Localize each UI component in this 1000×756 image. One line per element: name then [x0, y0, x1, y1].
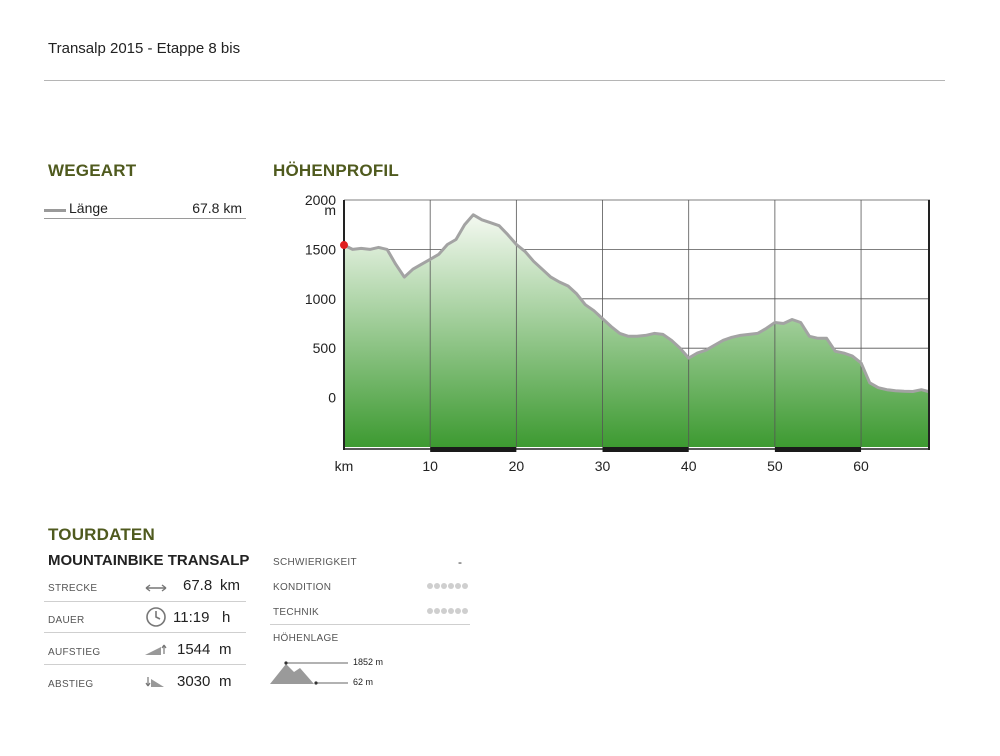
- y-tick-label: 2000: [305, 192, 336, 208]
- page-title: Transalp 2015 - Etappe 8 bis: [48, 40, 241, 57]
- stat-row-dauer: DAUER 11:19 h: [44, 602, 246, 633]
- stat-label: DAUER: [48, 615, 85, 626]
- legend-value: 67.8 km: [192, 200, 242, 216]
- technik-rating: [427, 608, 468, 616]
- stat-value: 3030: [177, 673, 211, 690]
- elevation-area: [344, 214, 929, 447]
- top-divider: [44, 80, 945, 81]
- stat-label: STRECKE: [48, 583, 98, 594]
- clock-icon: [144, 606, 168, 627]
- rating-dot: [462, 583, 468, 589]
- rating-dot: [455, 608, 461, 614]
- stat-label: ABSTIEG: [48, 679, 94, 690]
- rating-dot: [427, 583, 433, 589]
- detail-label: KONDITION: [273, 582, 332, 593]
- y-axis-unit: m: [324, 202, 336, 218]
- x-axis-segment: [602, 447, 689, 452]
- x-tick-label: 30: [595, 458, 611, 474]
- stat-row-aufstieg: AUFSTIEG 1544 m: [44, 634, 246, 665]
- y-tick-label: 1500: [305, 241, 336, 257]
- y-tick-label: 1000: [305, 291, 336, 307]
- kondition-rating: [427, 583, 468, 591]
- x-tick-label: 60: [853, 458, 869, 474]
- x-axis-unit: km: [335, 458, 354, 474]
- stat-unit: m: [219, 641, 232, 658]
- y-tick-label: 500: [313, 340, 337, 356]
- hoehenprofil-heading: HÖHENPROFIL: [273, 161, 399, 180]
- x-tick-label: 50: [767, 458, 783, 474]
- rating-dot: [448, 608, 454, 614]
- stat-unit: km: [220, 577, 240, 594]
- rating-dot: [455, 583, 461, 589]
- elevation-line: [344, 213, 929, 393]
- stat-row-strecke: STRECKE 67.8 km: [44, 571, 246, 602]
- distance-arrows-icon: [144, 578, 168, 598]
- rating-dot: [434, 608, 440, 614]
- stat-row-abstieg: ABSTIEG 3030 m: [44, 666, 246, 697]
- detail-label: SCHWIERIGKEIT: [273, 557, 357, 568]
- x-axis-segment: [774, 447, 862, 452]
- tourdaten-heading: TOURDATEN: [48, 525, 155, 544]
- legend-swatch: [44, 209, 66, 212]
- rating-dot: [462, 608, 468, 614]
- tour-subtitle: MOUNTAINBIKE TRANSALP: [48, 552, 250, 569]
- detail-label: TECHNIK: [273, 607, 319, 618]
- rating-dot: [427, 608, 433, 614]
- stat-label: AUFSTIEG: [48, 647, 101, 658]
- x-tick-label: 40: [681, 458, 697, 474]
- rating-dot: [441, 583, 447, 589]
- x-tick-label: 20: [509, 458, 525, 474]
- stat-unit: m: [219, 673, 232, 690]
- descent-icon: [144, 670, 168, 690]
- rating-dot: [441, 608, 447, 614]
- ascent-icon: [144, 638, 168, 658]
- rating-dot: [434, 583, 440, 589]
- hoehenlage-label: HÖHENLAGE: [273, 633, 339, 644]
- start-marker: [340, 241, 348, 250]
- rating-dot: [448, 583, 454, 589]
- detail-row-kondition: KONDITION: [270, 576, 470, 600]
- hoehenlage-max: 1852 m: [353, 657, 384, 667]
- legend-label: Länge: [69, 200, 108, 216]
- detail-row-technik: TECHNIK: [270, 601, 470, 625]
- hoehenlage-mountain-icon: [270, 661, 348, 685]
- elevation-chart: 2000 1500 1000 500 0 m 10 20 30 40 50 60 km: [305, 192, 930, 474]
- stat-value: 1544: [177, 641, 211, 658]
- legend-row-laenge: Länge 67.8 km: [44, 199, 246, 219]
- detail-value: -: [458, 555, 462, 569]
- stat-unit: h: [222, 609, 231, 626]
- hoehenlage-min: 62 m: [353, 677, 374, 687]
- x-axis-segment: [430, 447, 517, 452]
- stat-value: 11:19: [173, 609, 210, 626]
- x-tick-label: 10: [422, 458, 438, 474]
- wegeart-heading: WEGEART: [48, 161, 137, 180]
- detail-row-schwierigkeit: SCHWIERIGKEIT -: [270, 551, 470, 575]
- y-tick-label: 0: [328, 390, 336, 406]
- stat-value: 67.8: [183, 577, 213, 594]
